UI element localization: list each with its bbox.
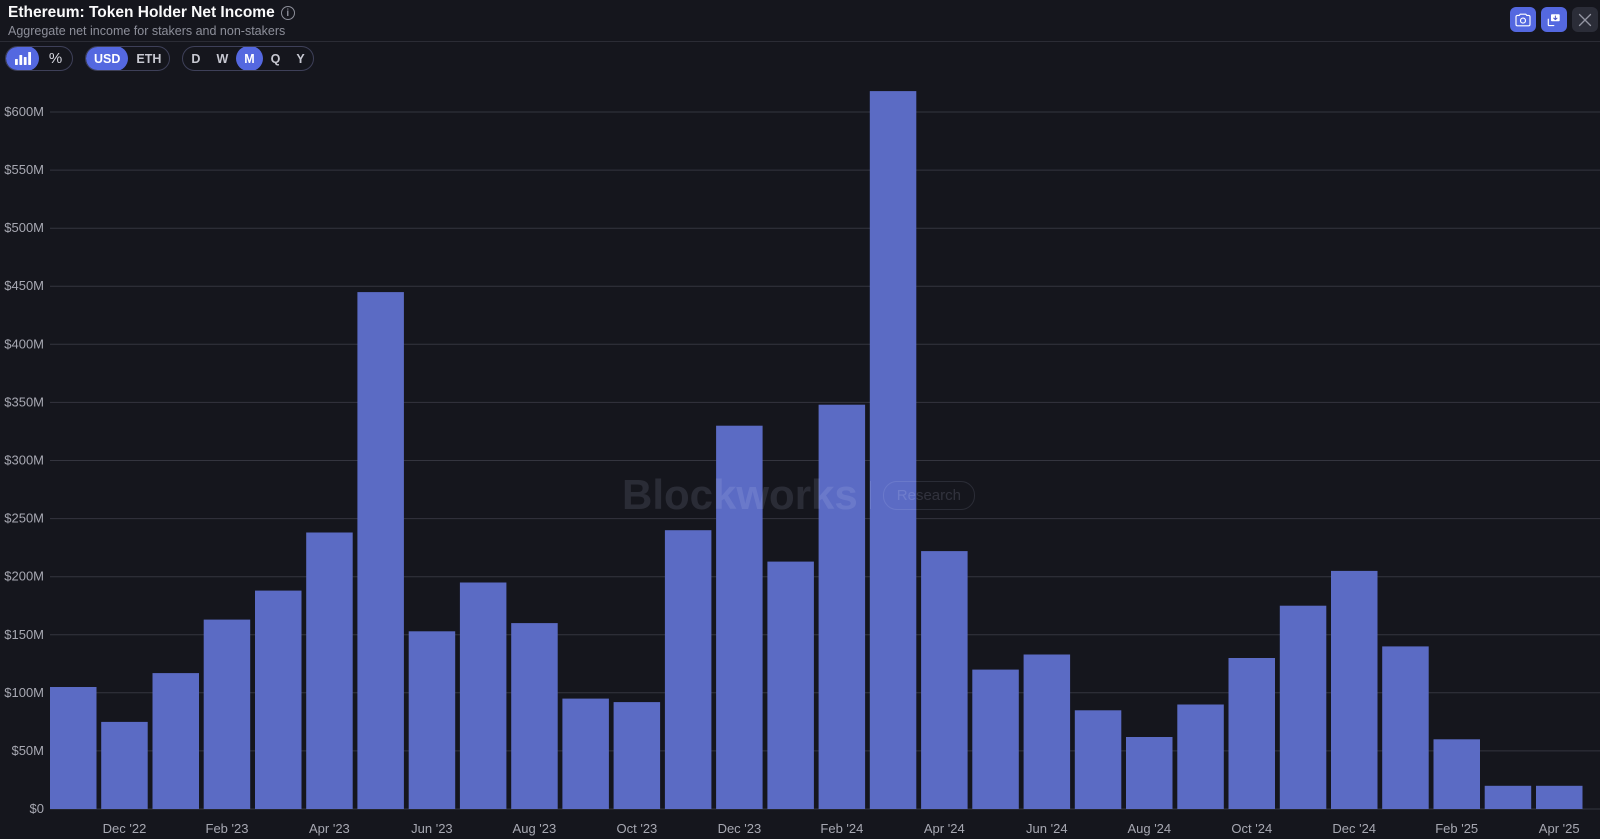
svg-text:Dec '24: Dec '24 (1332, 821, 1376, 836)
svg-text:$450M: $450M (4, 278, 44, 293)
svg-text:$300M: $300M (4, 453, 44, 468)
svg-text:$250M: $250M (4, 511, 44, 526)
svg-text:$50M: $50M (11, 743, 44, 758)
svg-text:Aug '24: Aug '24 (1127, 821, 1171, 836)
svg-text:Dec '22: Dec '22 (103, 821, 147, 836)
svg-text:Oct '24: Oct '24 (1231, 821, 1272, 836)
svg-text:$550M: $550M (4, 162, 44, 177)
svg-text:Dec '23: Dec '23 (718, 821, 762, 836)
svg-text:$0: $0 (30, 801, 44, 816)
svg-text:Apr '23: Apr '23 (309, 821, 350, 836)
svg-text:$100M: $100M (4, 685, 44, 700)
svg-text:Jun '24: Jun '24 (1026, 821, 1068, 836)
svg-text:$500M: $500M (4, 220, 44, 235)
svg-text:Oct '23: Oct '23 (617, 821, 658, 836)
svg-text:Aug '23: Aug '23 (513, 821, 557, 836)
svg-text:Feb '25: Feb '25 (1435, 821, 1478, 836)
svg-text:Jun '23: Jun '23 (411, 821, 453, 836)
svg-text:$400M: $400M (4, 336, 44, 351)
svg-text:$200M: $200M (4, 569, 44, 584)
svg-text:$150M: $150M (4, 627, 44, 642)
svg-text:Feb '23: Feb '23 (206, 821, 249, 836)
svg-text:$600M: $600M (4, 104, 44, 119)
svg-text:Apr '25: Apr '25 (1539, 821, 1580, 836)
svg-text:Apr '24: Apr '24 (924, 821, 965, 836)
svg-text:Feb '24: Feb '24 (820, 821, 863, 836)
svg-text:$350M: $350M (4, 394, 44, 409)
